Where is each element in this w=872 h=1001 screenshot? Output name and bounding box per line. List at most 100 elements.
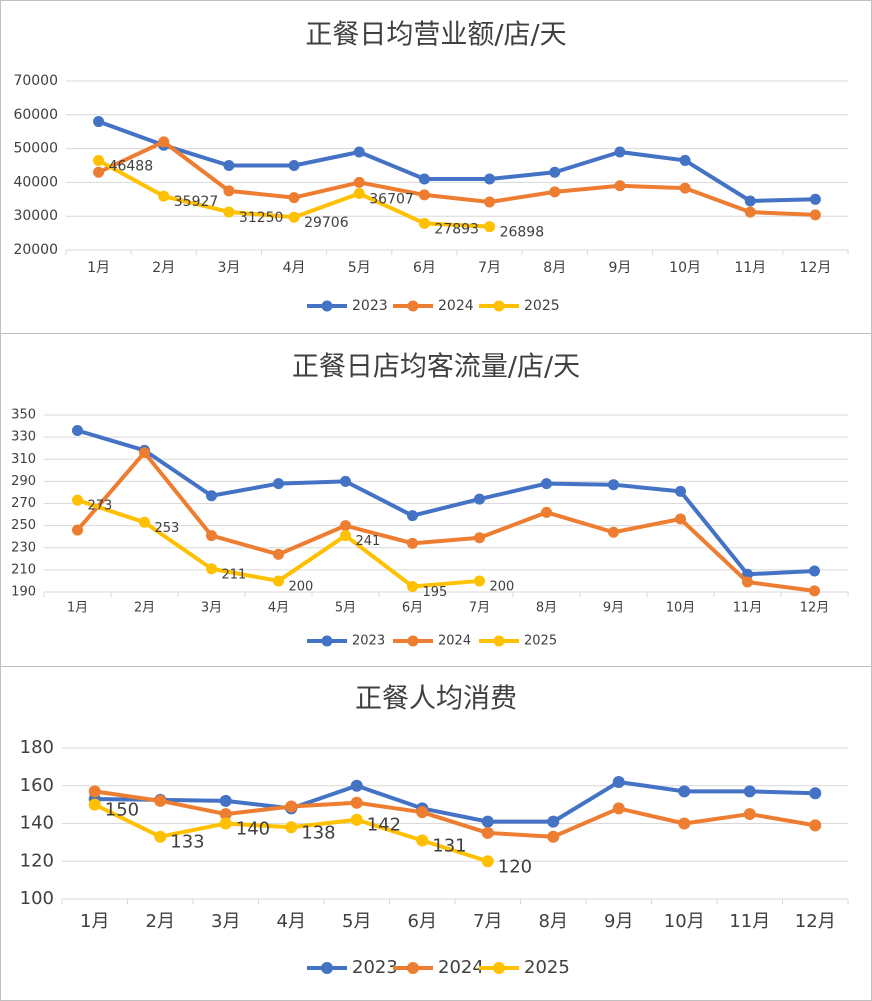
- legend-label: 2024: [438, 957, 484, 978]
- x-tick-label: 11月: [729, 911, 770, 932]
- point: [541, 506, 552, 518]
- point: [809, 585, 820, 597]
- data-label: 36707: [369, 192, 414, 208]
- point: [679, 182, 691, 194]
- point: [353, 176, 365, 188]
- point: [809, 819, 822, 832]
- x-tick-label: 10月: [664, 911, 705, 932]
- point: [547, 815, 560, 828]
- point: [614, 180, 626, 192]
- y-tick-label: 230: [11, 540, 36, 555]
- point: [678, 785, 691, 798]
- data-label: 195: [423, 585, 448, 600]
- x-tick-label: 10月: [669, 260, 701, 276]
- data-label: 26898: [500, 225, 545, 241]
- point: [481, 855, 494, 868]
- point: [481, 815, 494, 828]
- point: [223, 206, 235, 218]
- legend-marker: [493, 300, 505, 312]
- point: [93, 154, 105, 166]
- x-tick-label: 7月: [469, 601, 490, 616]
- point: [809, 193, 821, 205]
- point: [608, 526, 619, 538]
- x-tick-label: 5月: [335, 601, 356, 616]
- point: [418, 173, 430, 185]
- data-label: 200: [490, 579, 515, 594]
- point: [219, 794, 232, 807]
- point: [206, 563, 217, 575]
- data-label: 200: [289, 579, 314, 594]
- y-tick-label: 30000: [13, 208, 58, 224]
- point: [72, 424, 83, 436]
- series-line: [94, 789, 816, 839]
- point: [273, 478, 284, 490]
- point: [154, 794, 167, 807]
- x-tick-label: 5月: [348, 260, 371, 276]
- legend-label: 2025: [524, 298, 560, 314]
- x-tick-label: 7月: [478, 260, 501, 276]
- y-tick-label: 60000: [13, 107, 58, 123]
- x-tick-label: 4月: [268, 601, 289, 616]
- point: [675, 485, 686, 497]
- x-tick-label: 8月: [536, 601, 557, 616]
- y-tick-label: 40000: [13, 174, 58, 190]
- y-tick-label: 270: [11, 496, 36, 511]
- point: [809, 209, 821, 221]
- y-tick-label: 70000: [13, 73, 58, 89]
- x-tick-label: 9月: [603, 601, 624, 616]
- point: [206, 490, 217, 502]
- point: [288, 160, 300, 171]
- point: [608, 479, 619, 491]
- point: [612, 802, 625, 815]
- point: [206, 530, 217, 542]
- y-tick-label: 100: [20, 888, 54, 909]
- point: [273, 548, 284, 560]
- point: [416, 806, 429, 819]
- legend-label: 2024: [438, 298, 474, 314]
- x-tick-label: 2月: [134, 601, 155, 616]
- point: [285, 800, 298, 813]
- x-tick-label: 12月: [800, 260, 832, 276]
- chart-title: 正餐人均消费: [355, 684, 517, 715]
- point: [72, 494, 83, 506]
- point: [288, 211, 300, 223]
- point: [743, 808, 756, 821]
- y-tick-label: 210: [11, 562, 36, 577]
- x-tick-label: 11月: [734, 260, 766, 276]
- point: [474, 493, 485, 505]
- x-tick-label: 8月: [539, 911, 568, 932]
- legend-marker: [493, 962, 505, 974]
- point: [678, 817, 691, 830]
- data-label: 29706: [304, 215, 349, 231]
- y-tick-label: 190: [11, 585, 36, 600]
- x-tick-label: 3月: [211, 911, 240, 932]
- data-label: 211: [222, 567, 247, 582]
- series-line: [97, 119, 816, 203]
- point: [273, 575, 284, 587]
- y-tick-label: 310: [11, 452, 36, 467]
- y-tick-label: 180: [20, 737, 54, 758]
- series-line: [97, 139, 816, 217]
- point: [679, 154, 691, 166]
- point: [549, 186, 561, 198]
- point: [416, 834, 429, 847]
- panel-border: [0, 333, 872, 667]
- point: [223, 160, 235, 171]
- y-tick-label: 330: [11, 430, 36, 445]
- point: [350, 779, 363, 792]
- point: [541, 478, 552, 490]
- data-label: 273: [88, 499, 113, 514]
- legend-marker: [321, 635, 333, 647]
- y-tick-label: 120: [20, 850, 54, 871]
- y-tick-label: 290: [11, 474, 36, 489]
- y-tick-label: 350: [11, 408, 36, 423]
- point: [481, 826, 494, 839]
- x-tick-label: 6月: [408, 911, 437, 932]
- point: [744, 195, 756, 207]
- point: [340, 520, 351, 532]
- legend-marker: [493, 635, 505, 647]
- x-tick-label: 5月: [342, 911, 371, 932]
- series-line: [75, 450, 815, 593]
